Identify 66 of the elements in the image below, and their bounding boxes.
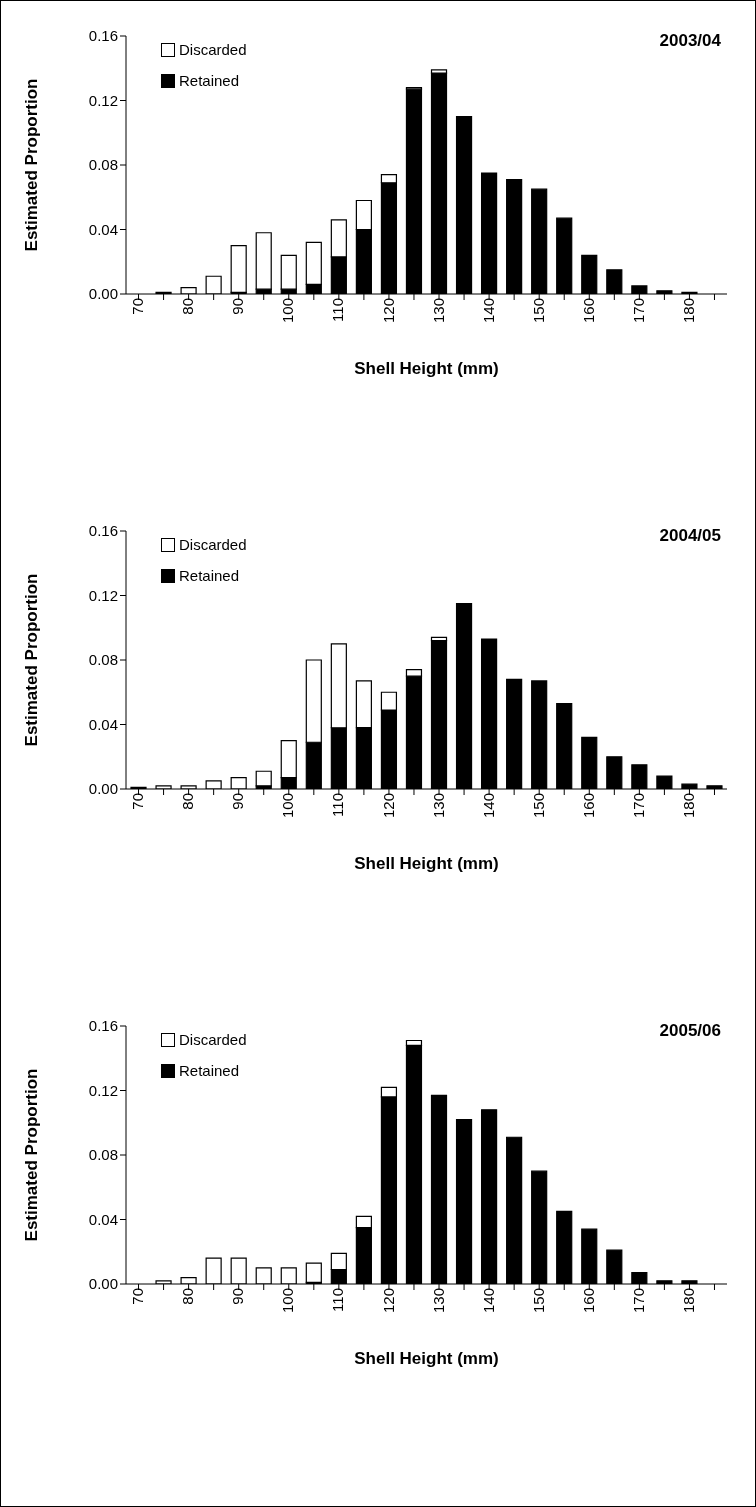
x-tick-label: 90: [229, 1288, 247, 1305]
x-tick-label: 180: [680, 298, 698, 324]
x-tick-label: 110: [329, 1288, 347, 1312]
x-tick-label: 150: [529, 793, 547, 819]
x-tick-label: 110: [329, 793, 347, 817]
y-tick-label: 0.08: [88, 156, 118, 174]
y-tick-label: 0.16: [88, 1017, 118, 1035]
x-tick-label: 120: [379, 793, 397, 819]
x-tick-label: 140: [479, 298, 497, 324]
x-tick-label: 130: [429, 1288, 447, 1314]
x-tick-label: 130: [429, 298, 447, 324]
x-tick-label: 140: [479, 1288, 497, 1314]
x-tick-label: 130: [429, 793, 447, 819]
y-axis-title: Estimated Proportion: [22, 573, 42, 747]
legend-label: Discarded: [179, 1031, 247, 1048]
y-tick-label: 0.04: [88, 715, 118, 733]
x-tick-label: 180: [680, 793, 698, 819]
y-tick-label: 0.16: [88, 27, 118, 45]
legend-label: Retained: [179, 567, 240, 584]
y-axis-title: Estimated Proportion: [22, 78, 42, 252]
x-tick-label: 170: [630, 298, 647, 324]
x-tick-label: 170: [630, 793, 647, 819]
y-axis-title: Estimated Proportion: [22, 1068, 42, 1242]
x-tick-label: 110: [329, 298, 347, 322]
x-tick-label: 140: [479, 793, 497, 819]
legend-label: Retained: [179, 72, 240, 89]
x-tick-label: 90: [229, 793, 247, 810]
x-tick-label: 160: [579, 793, 597, 819]
x-axis-title: Shell Height (mm): [354, 854, 499, 873]
y-tick-label: 0.12: [88, 586, 118, 604]
x-tick-label: 160: [579, 1288, 597, 1314]
y-tick-label: 0.08: [88, 651, 118, 669]
y-tick-label: 0.04: [88, 220, 118, 238]
x-tick-label: 100: [279, 1288, 297, 1314]
y-tick-label: 0.12: [88, 1081, 118, 1099]
y-tick-label: 0.00: [88, 285, 118, 303]
legend-label: Discarded: [179, 41, 247, 58]
x-tick-label: 70: [129, 793, 147, 810]
x-tick-label: 120: [379, 1288, 397, 1314]
y-tick-label: 0.04: [88, 1210, 118, 1228]
y-tick-label: 0.00: [88, 1275, 118, 1293]
x-tick-label: 120: [379, 298, 397, 324]
chart-title: 2004/05: [659, 526, 721, 546]
x-tick-label: 70: [129, 298, 147, 315]
y-tick-label: 0.12: [88, 91, 118, 109]
x-tick-label: 100: [279, 298, 297, 324]
y-tick-label: 0.00: [88, 780, 118, 798]
legend-label: Retained: [179, 1062, 240, 1079]
x-tick-label: 150: [529, 298, 547, 324]
chart-title: 2003/04: [659, 31, 721, 51]
x-tick-label: 80: [179, 1288, 197, 1305]
x-tick-label: 180: [680, 1288, 698, 1314]
x-tick-label: 80: [179, 793, 197, 810]
x-tick-label: 100: [279, 793, 297, 819]
y-tick-label: 0.08: [88, 1146, 118, 1164]
legend-label: Discarded: [179, 536, 247, 553]
x-tick-label: 90: [229, 298, 247, 315]
chart-title: 2005/06: [659, 1021, 721, 1041]
x-axis-title: Shell Height (mm): [354, 1349, 499, 1368]
y-tick-label: 0.16: [88, 522, 118, 540]
x-tick-label: 160: [579, 298, 597, 324]
x-tick-label: 150: [529, 1288, 547, 1314]
x-tick-label: 70: [129, 1288, 147, 1305]
x-tick-label: 170: [630, 1288, 647, 1314]
x-axis-title: Shell Height (mm): [354, 359, 499, 378]
x-tick-label: 80: [179, 298, 197, 315]
